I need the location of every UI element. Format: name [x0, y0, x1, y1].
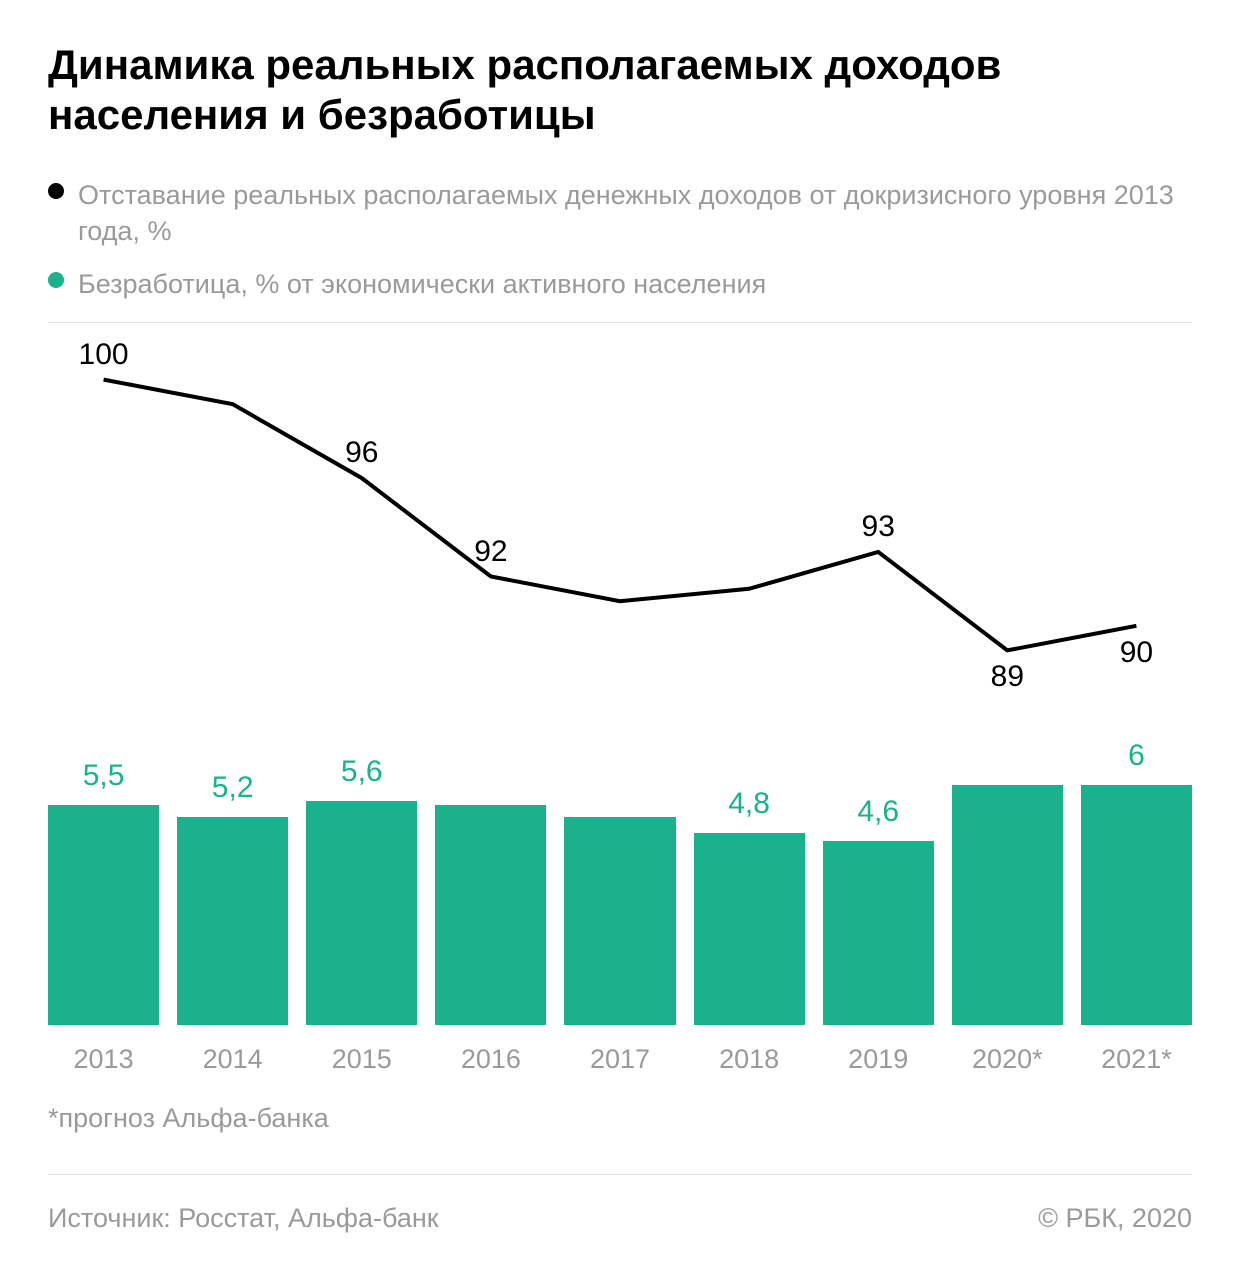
legend-item-income: Отставание реальных располагаемых денежн…: [48, 177, 1192, 250]
line-series: [48, 355, 1192, 675]
footnote: *прогноз Альфа-банка: [48, 1103, 1192, 1134]
divider: [48, 1174, 1192, 1175]
x-tick-label: 2021*: [1081, 1044, 1192, 1075]
chart-title: Динамика реальных располагаемых доходов …: [48, 40, 1192, 141]
divider: [48, 322, 1192, 323]
bar-rect: [694, 833, 805, 1025]
bar: 4,6: [823, 685, 934, 1025]
bar-value-label: 6: [1128, 739, 1145, 773]
bar: 6: [1081, 685, 1192, 1025]
bar: [564, 685, 675, 1025]
legend-label-income: Отставание реальных располагаемых денежн…: [78, 177, 1192, 250]
x-tick-label: 2015: [306, 1044, 417, 1075]
bar-value-label: 5,6: [341, 755, 383, 789]
bar: [952, 685, 1063, 1025]
x-tick-label: 2020*: [952, 1044, 1063, 1075]
bar-rect: [952, 785, 1063, 1025]
bar-value-label: 5,5: [83, 759, 125, 793]
bar: 5,5: [48, 685, 159, 1025]
x-tick-label: 2019: [823, 1044, 934, 1075]
x-tick-label: 2016: [435, 1044, 546, 1075]
bar-rect: [48, 805, 159, 1025]
bar-rect: [306, 801, 417, 1025]
bar-rect: [177, 817, 288, 1025]
bar-rect: [823, 841, 934, 1025]
bar-value-label: 4,6: [857, 795, 899, 829]
source-text: Источник: Росстат, Альфа-банк: [48, 1203, 439, 1234]
bar: 4,8: [694, 685, 805, 1025]
x-tick-label: 2018: [694, 1044, 805, 1075]
bar: [435, 685, 546, 1025]
bar-value-label: 4,8: [728, 787, 770, 821]
bar-value-label: 5,2: [212, 771, 254, 805]
combo-chart: 1009692938990 5,55,25,64,84,66 201320142…: [48, 355, 1192, 1075]
copyright-text: © РБК, 2020: [1038, 1203, 1192, 1234]
legend-dot-icon: [48, 183, 64, 199]
legend: Отставание реальных располагаемых денежн…: [48, 177, 1192, 302]
x-tick-label: 2017: [564, 1044, 675, 1075]
legend-label-unemployment: Безработица, % от экономически активного…: [78, 266, 766, 302]
x-axis: 2013 2014 2015 2016 2017 2018 2019 2020* 2021*: [48, 1044, 1192, 1075]
x-tick-label: 2014: [177, 1044, 288, 1075]
bar-rect: [1081, 785, 1192, 1025]
legend-dot-icon: [48, 272, 64, 288]
bar-rect: [435, 805, 546, 1025]
bar: 5,6: [306, 685, 417, 1025]
footer: Источник: Росстат, Альфа-банк © РБК, 202…: [48, 1203, 1192, 1234]
bar-rect: [564, 817, 675, 1025]
bar-series: 5,5 5,2 5,6 4,8 4,6 6: [48, 685, 1192, 1025]
bar: 5,2: [177, 685, 288, 1025]
legend-item-unemployment: Безработица, % от экономически активного…: [48, 266, 1192, 302]
x-tick-label: 2013: [48, 1044, 159, 1075]
